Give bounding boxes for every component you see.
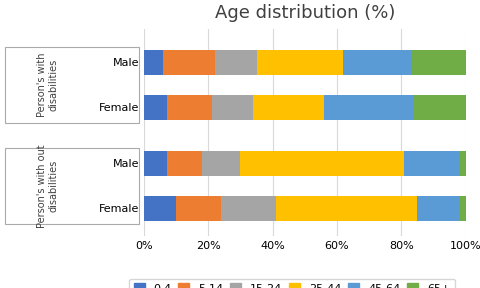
Bar xyxy=(202,151,240,176)
Bar xyxy=(343,50,411,75)
Bar xyxy=(212,95,253,120)
Bar xyxy=(176,196,221,221)
Text: Person's with out
disabilities: Person's with out disabilities xyxy=(37,144,59,228)
Title: Age distribution (%): Age distribution (%) xyxy=(215,4,395,22)
Bar xyxy=(411,50,466,75)
Bar xyxy=(405,151,459,176)
Bar xyxy=(240,151,405,176)
Bar xyxy=(324,95,414,120)
Bar xyxy=(163,50,215,75)
Bar xyxy=(417,196,459,221)
Bar xyxy=(144,50,163,75)
Bar xyxy=(276,196,418,221)
Bar xyxy=(167,151,202,176)
Bar xyxy=(256,50,343,75)
Bar xyxy=(459,151,466,176)
Bar xyxy=(144,151,167,176)
Bar xyxy=(167,95,212,120)
Bar xyxy=(215,50,256,75)
Bar xyxy=(414,95,466,120)
Bar xyxy=(144,95,167,120)
Text: Person's with
disabilities: Person's with disabilities xyxy=(37,53,59,117)
Bar xyxy=(144,196,176,221)
Bar xyxy=(459,196,466,221)
Bar xyxy=(221,196,276,221)
Bar xyxy=(253,95,324,120)
Legend: 0-4, 5-14, 15-24, 25-44, 45-64, 65+: 0-4, 5-14, 15-24, 25-44, 45-64, 65+ xyxy=(129,279,455,288)
